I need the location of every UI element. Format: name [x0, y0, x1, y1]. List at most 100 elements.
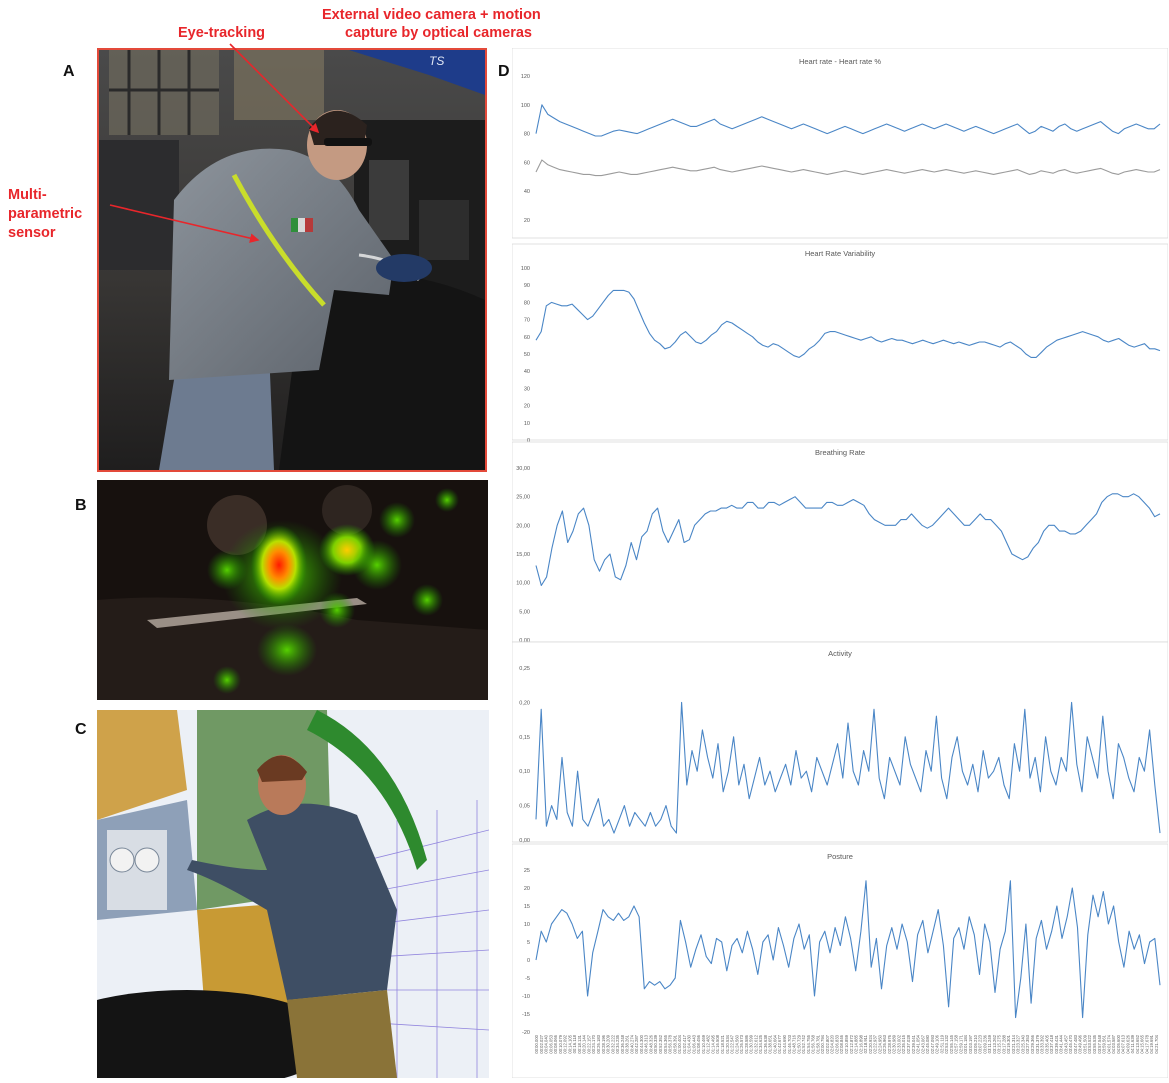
x-tick-label: 03:37.418 [1049, 1034, 1054, 1053]
x-tick-label: 00:00.000 [534, 1034, 539, 1053]
y-tick-label: 15 [524, 904, 530, 910]
external-camera-label-line2: capture by optical cameras [345, 25, 532, 41]
ts-banner [349, 50, 485, 95]
x-tick-label: 02:45.080 [925, 1034, 930, 1053]
motion-capture-simulation [97, 710, 489, 1078]
gaze-heatmap-drawing [97, 480, 488, 700]
x-tick-label: 03:49.496 [1078, 1034, 1083, 1053]
y-tick-label: 10 [524, 922, 530, 928]
series-line-1 [535, 289, 1161, 358]
y-tick-label: 100 [521, 266, 530, 272]
door-frame [307, 710, 427, 870]
x-tick-label: 03:43.457 [1063, 1034, 1068, 1053]
x-tick-label: 00:40.274 [629, 1034, 634, 1053]
y-ticks: 0,25 0,20 0,15 0,10 0,05 0,00 [519, 666, 530, 844]
x-tick-label: 02:10.859 [844, 1034, 849, 1053]
panel-a-letter: A [63, 63, 75, 80]
panel-b-letter: B [75, 497, 87, 514]
x-tick-label: 00:14.105 [567, 1034, 572, 1053]
y-tick-label: 0,20 [519, 700, 530, 706]
worker-glove [376, 254, 432, 282]
y-tick-label: -15 [522, 1012, 530, 1018]
chart-title: Heart Rate Variability [805, 249, 876, 258]
chart-title: Posture [827, 852, 853, 861]
x-tick-label: 02:43.067 [920, 1034, 925, 1053]
x-tick-label: 00:58.391 [672, 1034, 677, 1053]
x-tick-label: 03:47.483 [1073, 1034, 1078, 1053]
x-tick-label: 00:24.170 [591, 1034, 596, 1053]
y-tick-label: 30,00 [516, 466, 530, 472]
heatmap-hotspots [207, 488, 459, 694]
avatar-trousers [287, 990, 397, 1078]
x-tick-label: 01:04.430 [687, 1034, 692, 1053]
chart-title: Activity [828, 649, 852, 658]
chart-frame [511, 243, 1169, 441]
x-tick-label: 04:03.587 [1111, 1034, 1116, 1053]
x-tick-label: 03:01.184 [963, 1034, 968, 1053]
y-tick-label: 20,00 [516, 523, 530, 529]
gaze-heatmap [97, 480, 488, 700]
x-tick-label: 03:33.392 [1040, 1034, 1045, 1053]
vehicle-panel [97, 710, 187, 820]
x-tick-label: 01:30.599 [749, 1034, 754, 1053]
series-lines [535, 104, 1161, 177]
chart-frame [511, 641, 1169, 843]
x-tick-label: 03:23.327 [1016, 1034, 1021, 1053]
x-tick-label: 02:39.041 [911, 1034, 916, 1053]
x-tick-label: 00:28.196 [601, 1034, 606, 1053]
y-tick-label: -10 [522, 994, 530, 1000]
x-tick-label: 02:53.132 [944, 1034, 949, 1053]
x-tick-label: 01:54.755 [806, 1034, 811, 1053]
y-ticks: 25 20 15 10 5 0 -5 -10 -15 -20 [522, 868, 530, 1036]
y-tick-label: 0,05 [519, 804, 530, 810]
y-tick-label: 40 [524, 369, 530, 375]
eye-tracking-arrow [229, 43, 320, 134]
x-tick-label: 02:00.794 [820, 1034, 825, 1053]
chart-heart-rate: Heart rate - Heart rate % 120 100 80 60 40 20 [511, 47, 1169, 239]
x-tick-label: 01:50.729 [796, 1034, 801, 1053]
x-tick-label: 03:07.223 [978, 1034, 983, 1053]
x-tick-label: 00:46.313 [644, 1034, 649, 1053]
x-tick-label: 02:08.846 [839, 1034, 844, 1053]
x-tick-label: 02:59.171 [959, 1034, 964, 1053]
y-tick-label: 5 [527, 940, 530, 946]
x-tick-label: 00:26.183 [596, 1034, 601, 1053]
y-tick-label: 0 [527, 438, 530, 444]
x-tick-label: 03:21.314 [1011, 1034, 1016, 1053]
y-tick-label: 20 [524, 886, 530, 892]
series-line-1 [535, 104, 1161, 137]
x-tick-label: 01:14.495 [711, 1034, 716, 1053]
y-ticks: 120 100 80 60 40 20 [521, 74, 530, 224]
eye-tracking-glasses [324, 138, 372, 146]
y-ticks: 30,00 25,00 20,00 15,00 10,00 5,00 0,00 [516, 466, 530, 644]
x-tick-label: 03:53.522 [1087, 1034, 1092, 1053]
x-tick-label: 01:24.560 [734, 1034, 739, 1053]
worker-jacket [169, 148, 394, 380]
y-tick-label: 20 [524, 404, 530, 410]
x-tick-label: 00:48.326 [649, 1034, 654, 1053]
x-tick-label: 01:46.703 [787, 1034, 792, 1053]
x-tick-label: 03:39.431 [1054, 1034, 1059, 1053]
x-tick-label: 01:10.469 [701, 1034, 706, 1053]
ts-banner-text: TS [429, 54, 444, 68]
x-tick-label: 03:41.444 [1059, 1034, 1064, 1053]
external-camera-label-line1: External video camera + motion [322, 7, 541, 23]
x-tick-label: 01:16.508 [715, 1034, 720, 1053]
x-tick-label: 01:52.742 [801, 1034, 806, 1053]
charts-svg: Heart rate - Heart rate % 12010080604020… [511, 47, 1169, 1079]
chart-title: Breathing Rate [815, 448, 865, 457]
x-tick-label: 00:56.378 [668, 1034, 673, 1053]
x-tick-label: 02:35.015 [901, 1034, 906, 1053]
sensor-label-line1: Multi- [8, 187, 47, 203]
x-tick-label: 00:22.157 [587, 1034, 592, 1053]
y-tick-label: 0,00 [519, 838, 530, 844]
y-tick-label: -20 [522, 1030, 530, 1036]
x-tick-label: 01:48.716 [792, 1034, 797, 1053]
x-tick-label: 04:13.652 [1135, 1034, 1140, 1053]
x-tick-label: 00:42.287 [634, 1034, 639, 1053]
x-tick-label: 01:00.404 [677, 1034, 682, 1053]
y-tick-label: 0 [527, 958, 530, 964]
